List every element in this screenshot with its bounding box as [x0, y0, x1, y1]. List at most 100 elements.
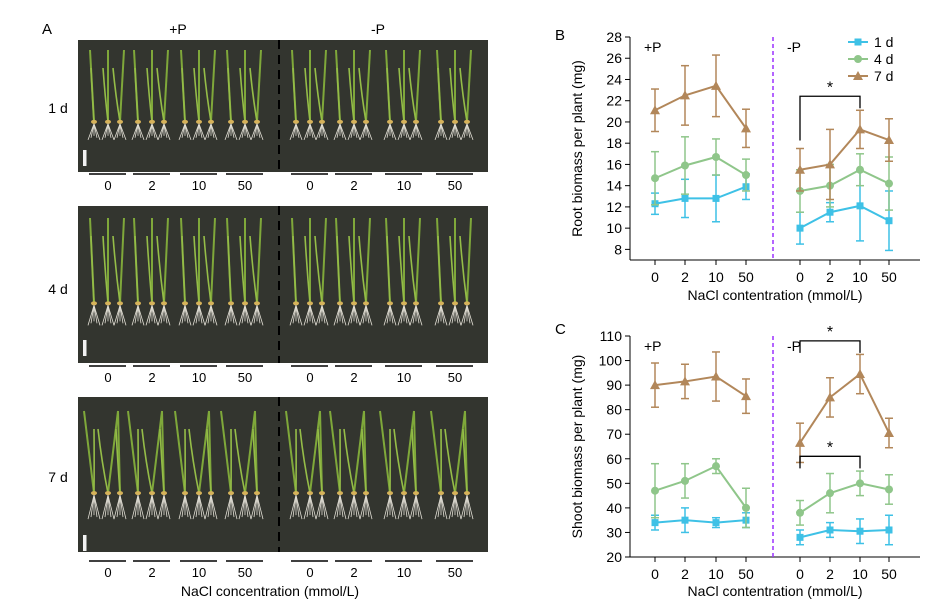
seedling-root: [309, 495, 314, 518]
seedling-leaf: [285, 410, 297, 494]
seedling-root: [397, 123, 405, 140]
data-point: [711, 80, 721, 90]
seedling-root: [303, 305, 311, 326]
data-point: [651, 174, 659, 183]
seedling-leaf: [252, 428, 258, 494]
seedling-root: [403, 495, 408, 518]
y-tick-label: 26: [606, 50, 622, 66]
seedling-leaf: [163, 217, 169, 304]
significance-bracket: *: [799, 439, 861, 469]
data-point: [741, 123, 751, 133]
photo-background: [78, 40, 488, 172]
seedling-root: [466, 123, 474, 140]
legend-marker: [854, 55, 862, 63]
bracket-line: [799, 340, 861, 353]
seedling-seed: [135, 119, 141, 124]
concentration-label: 0: [306, 565, 313, 580]
seedling: [127, 410, 145, 520]
seedling-leaf: [379, 410, 391, 494]
seedling-seed: [117, 119, 123, 124]
series-line: [799, 128, 890, 171]
seedling-leaf: [83, 410, 95, 494]
seedling-seed: [337, 119, 343, 124]
seedling-leaf: [107, 410, 119, 494]
seedling: [285, 410, 303, 520]
seedling-leaf: [358, 67, 367, 122]
seedling-root: [90, 123, 95, 138]
seedling-leaf: [292, 67, 297, 122]
seedling-root: [137, 305, 145, 326]
seedling-root: [350, 305, 355, 324]
seedling-root: [101, 123, 109, 140]
seedling-leaf: [134, 235, 139, 304]
panel-a-condition-label: -P: [371, 21, 385, 37]
x-tick-label: 50: [738, 566, 754, 582]
seedling-root: [309, 123, 317, 140]
concentration-label: 2: [148, 370, 155, 385]
seedling-root: [119, 123, 127, 140]
seedling-root: [90, 495, 95, 518]
seedling-leaf: [134, 67, 139, 122]
seedling-leaf: [309, 410, 321, 494]
seedling-root: [151, 495, 159, 520]
seedling: [383, 49, 397, 140]
x-tick-label: 0: [796, 269, 804, 285]
seedling-seed: [413, 491, 419, 496]
data-point: [796, 224, 804, 232]
seedling-root: [192, 123, 200, 140]
seedling-seed: [242, 301, 248, 306]
seedling-seed: [182, 119, 188, 124]
seedling: [383, 217, 397, 326]
seedling: [397, 218, 411, 326]
seedling-root: [295, 305, 303, 326]
seedling: [112, 217, 127, 326]
seedling-root: [295, 495, 303, 520]
seedling: [408, 49, 423, 140]
seedling-seed: [208, 301, 214, 306]
seedling-seed: [105, 301, 111, 306]
seedling: [131, 217, 145, 326]
series-line: [654, 464, 747, 509]
seedling-root: [113, 123, 121, 140]
seedling-seed: [464, 119, 470, 124]
seedling: [204, 410, 218, 520]
seedling-root: [353, 495, 361, 520]
seedling-leaf: [336, 67, 341, 122]
seedling-root: [448, 305, 456, 326]
seedling-leaf: [119, 49, 125, 122]
seedling-leaf: [348, 67, 355, 122]
seedling-root: [451, 123, 456, 138]
seedling-root: [192, 495, 200, 520]
seedling-seed: [254, 119, 260, 124]
seedling-seed: [387, 119, 393, 124]
seedling-root: [210, 495, 215, 518]
seedling-root: [148, 123, 153, 138]
concentration-label: 10: [192, 178, 206, 193]
seedling: [156, 49, 171, 140]
seedling-root: [195, 123, 200, 138]
seedling-leaf: [234, 428, 246, 494]
data-point: [796, 533, 804, 541]
seedling-root: [119, 305, 127, 326]
seedling: [459, 217, 474, 326]
y-tick-label: 40: [606, 500, 622, 516]
seedling-root: [336, 305, 341, 324]
seedling-leaf: [459, 67, 468, 122]
seedling-root: [116, 305, 121, 324]
data-point: [855, 369, 865, 379]
data-point: [825, 159, 835, 169]
panel-letter: B: [555, 27, 565, 44]
seedling-root: [292, 305, 297, 324]
x-tick-label: 0: [651, 566, 659, 582]
seedling: [145, 218, 159, 326]
seedling-leaf: [314, 67, 323, 122]
seedling: [448, 218, 462, 326]
seedling: [101, 218, 115, 326]
data-point: [681, 516, 689, 524]
seedling-root: [347, 123, 355, 140]
seedling: [188, 410, 210, 520]
seedling-root: [93, 495, 98, 518]
seedling-leaf: [239, 67, 246, 122]
seedling-root: [339, 495, 344, 518]
